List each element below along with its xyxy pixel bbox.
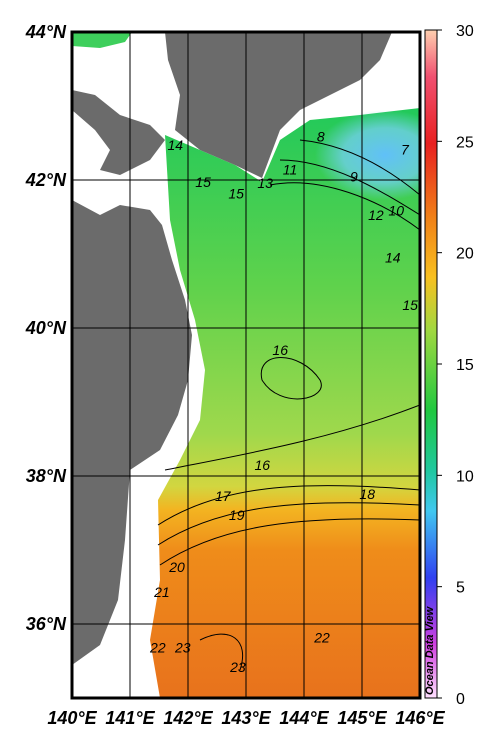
contour-label: 11 xyxy=(283,162,298,178)
contour-label: 9 xyxy=(350,168,358,184)
contour-label: 10 xyxy=(388,202,404,218)
contour-label: 8 xyxy=(317,128,325,144)
contour-label: 7 xyxy=(401,142,410,158)
colorbar-label: 0 xyxy=(456,691,465,708)
x-tick-label: 141°E xyxy=(105,708,155,728)
land xyxy=(72,90,165,175)
contour-label: 17 xyxy=(215,488,232,504)
contour-label: 16 xyxy=(272,342,288,358)
contour-label: 23 xyxy=(174,640,191,656)
contour-label: 15 xyxy=(402,297,418,313)
y-tick-label: 44°N xyxy=(25,22,67,42)
contour-label: 19 xyxy=(229,507,245,523)
contour-label: 15 xyxy=(228,185,244,201)
y-tick-label: 36°N xyxy=(26,614,67,634)
y-tick-label: 38°N xyxy=(26,466,67,486)
colorbar-label: 30 xyxy=(456,23,474,40)
land xyxy=(72,200,192,665)
contour-label: 21 xyxy=(153,584,170,600)
sea-field xyxy=(150,108,420,698)
colorbar-label: 10 xyxy=(456,468,474,485)
contour-label: 23 xyxy=(229,659,246,675)
colorbar-label: 5 xyxy=(456,580,465,597)
contour-label: 16 xyxy=(254,457,270,473)
colorbar-label: 20 xyxy=(456,246,474,263)
contour-label: 14 xyxy=(167,137,183,153)
contour-label: 15 xyxy=(195,174,211,190)
contour-label: 22 xyxy=(313,629,330,645)
colorbar-label: 15 xyxy=(456,357,474,374)
y-tick-label: 42°N xyxy=(25,170,67,190)
x-tick-label: 144°E xyxy=(279,708,329,728)
colorbar xyxy=(424,29,438,699)
y-tick-label: 40°N xyxy=(25,318,67,338)
cold-water xyxy=(315,110,420,200)
x-tick-label: 140°E xyxy=(47,708,97,728)
watermark: Ocean Data View xyxy=(424,605,436,695)
contour-label: 22 xyxy=(149,640,166,656)
contour-lines xyxy=(157,139,420,671)
x-tick-label: 146°E xyxy=(395,708,445,728)
contour-label: 20 xyxy=(168,559,185,575)
colorbar-label: 25 xyxy=(456,134,474,151)
x-tick-label: 142°E xyxy=(163,708,213,728)
map-field xyxy=(72,32,420,698)
contour-label: 13 xyxy=(257,175,273,191)
contour-label: 18 xyxy=(359,486,375,502)
contour-label: 12 xyxy=(368,207,384,223)
land xyxy=(165,32,392,178)
x-tick-label: 143°E xyxy=(221,708,271,728)
contour-label: 14 xyxy=(385,250,401,266)
x-tick-label: 145°E xyxy=(337,708,387,728)
sea-field xyxy=(72,32,132,48)
